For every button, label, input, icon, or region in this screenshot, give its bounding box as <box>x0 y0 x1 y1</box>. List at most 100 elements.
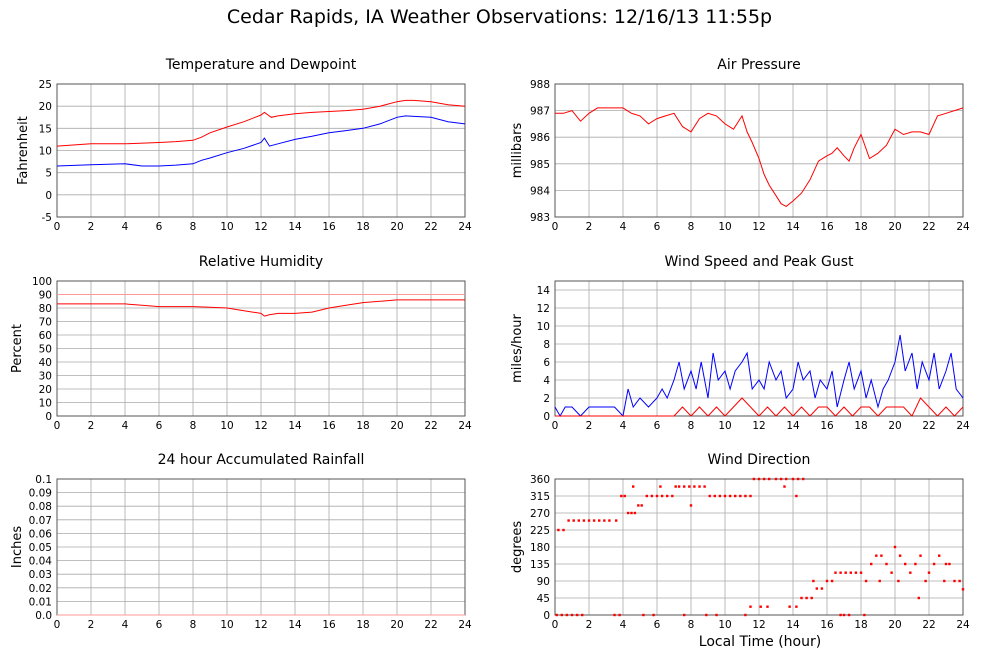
y-tick-label: 60 <box>39 330 52 342</box>
data-point <box>844 571 847 574</box>
x-tick-label: 16 <box>322 420 336 432</box>
x-tick-label: 6 <box>156 420 163 432</box>
data-point <box>944 562 948 566</box>
data-point <box>592 519 596 522</box>
data-point <box>924 579 927 583</box>
data-point <box>577 519 580 522</box>
x-tick-label: 4 <box>122 619 129 631</box>
x-tick-label: 4 <box>620 221 627 233</box>
y-tick-label: 12 <box>537 303 550 315</box>
x-tick-label: 18 <box>356 221 369 233</box>
y-tick-label: 315 <box>530 491 550 503</box>
chart-title: Wind Direction <box>708 452 811 468</box>
x-tick-label: 2 <box>586 221 593 233</box>
series-line-0 <box>555 107 964 207</box>
x-tick-label: 8 <box>688 619 695 631</box>
y-axis-label: millibars <box>510 123 525 179</box>
x-tick-label: 12 <box>254 221 267 233</box>
data-point <box>560 613 563 617</box>
x-tick-label: 20 <box>888 221 901 233</box>
data-point <box>728 494 732 498</box>
y-tick-label: 0.0 <box>35 610 52 622</box>
data-point <box>718 494 722 498</box>
data-point <box>943 579 946 583</box>
data-point <box>863 613 866 617</box>
y-tick-label: 0.05 <box>29 542 52 554</box>
data-point <box>587 519 591 522</box>
y-tick-label: 0.01 <box>29 596 52 608</box>
data-point <box>800 596 803 600</box>
x-tick-label: 22 <box>922 420 935 432</box>
x-tick-label: 18 <box>356 420 369 432</box>
data-point <box>598 519 601 522</box>
y-tick-label: 80 <box>39 303 52 315</box>
data-point <box>870 562 873 566</box>
x-tick-label: 12 <box>752 221 765 233</box>
data-point <box>774 477 778 481</box>
data-point <box>890 571 893 574</box>
x-axis-label: Local Time (hour) <box>698 634 822 650</box>
y-tick-label: 100 <box>32 276 52 288</box>
data-point <box>677 485 681 488</box>
x-tick-label: 4 <box>620 619 627 631</box>
data-point <box>849 571 852 574</box>
y-tick-label: 135 <box>530 559 550 571</box>
x-tick-label: 22 <box>922 619 935 631</box>
y-tick-label: 90 <box>39 290 52 302</box>
x-tick-label: 14 <box>786 619 800 631</box>
y-tick-label: 986 <box>530 132 550 144</box>
x-tick-label: 18 <box>854 619 867 631</box>
data-point <box>562 528 565 532</box>
x-tick-label: 2 <box>586 619 593 631</box>
y-tick-label: -5 <box>42 212 52 224</box>
data-point <box>834 571 837 574</box>
data-point <box>768 477 771 481</box>
y-tick-label: 0.06 <box>29 528 53 540</box>
x-tick-label: 14 <box>288 619 302 631</box>
x-tick-label: 2 <box>88 619 95 631</box>
x-tick-label: 6 <box>654 420 661 432</box>
x-tick-label: 6 <box>156 619 163 631</box>
y-tick-label: 0 <box>543 610 550 622</box>
chart-title: 24 hour Accumulated Rainfall <box>158 452 365 468</box>
y-tick-label: 985 <box>530 159 550 171</box>
data-point <box>749 605 752 608</box>
x-tick-label: 12 <box>254 420 267 432</box>
y-axis-label: Inches <box>10 526 25 568</box>
x-tick-label: 20 <box>390 420 403 432</box>
data-point <box>615 519 618 522</box>
data-point <box>875 554 878 557</box>
x-tick-label: 6 <box>654 221 661 233</box>
x-tick-label: 10 <box>718 619 731 631</box>
series-line-0 <box>554 334 964 418</box>
data-point <box>953 579 956 583</box>
data-point <box>757 477 761 481</box>
data-point <box>878 579 881 583</box>
y-tick-label: 10 <box>39 398 52 410</box>
x-tick-label: 0 <box>54 619 61 631</box>
y-axis-label: degrees <box>510 521 525 574</box>
x-tick-label: 16 <box>322 221 336 233</box>
data-point <box>637 504 640 507</box>
x-tick-label: 12 <box>254 619 267 631</box>
data-point <box>864 579 868 583</box>
data-point <box>683 485 686 488</box>
x-tick-label: 8 <box>190 221 197 233</box>
y-tick-label: 70 <box>39 317 52 329</box>
y-tick-label: 15 <box>39 123 52 135</box>
data-point <box>919 554 922 557</box>
y-tick-label: 20 <box>39 384 52 396</box>
data-point <box>666 494 669 498</box>
chart-title: Relative Humidity <box>199 254 323 270</box>
data-point <box>744 494 747 498</box>
x-tick-label: 4 <box>122 420 129 432</box>
data-point <box>581 613 584 617</box>
data-point <box>671 494 674 498</box>
data-point <box>897 579 900 583</box>
data-point <box>749 494 752 498</box>
x-tick-label: 18 <box>854 221 867 233</box>
x-tick-label: 10 <box>220 420 233 432</box>
x-tick-label: 22 <box>424 619 437 631</box>
